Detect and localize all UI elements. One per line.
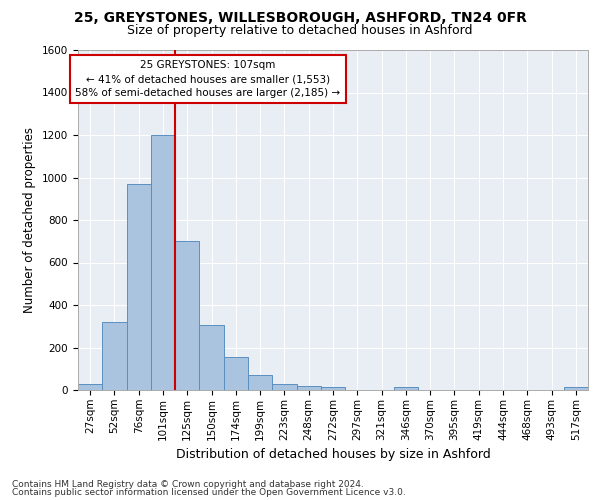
Bar [296,386,321,390]
Text: Contains HM Land Registry data © Crown copyright and database right 2024.: Contains HM Land Registry data © Crown c… [12,480,364,489]
Y-axis label: Number of detached properties: Number of detached properties [23,127,37,313]
Bar [151,135,175,390]
Bar [321,387,345,390]
X-axis label: Distribution of detached houses by size in Ashford: Distribution of detached houses by size … [176,448,490,461]
Bar [199,325,224,390]
Bar [564,387,588,390]
Text: Size of property relative to detached houses in Ashford: Size of property relative to detached ho… [127,24,473,37]
Bar [102,322,127,390]
Bar [248,375,272,390]
Bar [272,384,296,390]
Text: Contains public sector information licensed under the Open Government Licence v3: Contains public sector information licen… [12,488,406,497]
Bar [394,387,418,390]
Text: 25 GREYSTONES: 107sqm
← 41% of detached houses are smaller (1,553)
58% of semi-d: 25 GREYSTONES: 107sqm ← 41% of detached … [76,60,341,98]
Bar [127,184,151,390]
Text: 25, GREYSTONES, WILLESBOROUGH, ASHFORD, TN24 0FR: 25, GREYSTONES, WILLESBOROUGH, ASHFORD, … [74,11,526,25]
Bar [78,384,102,390]
Bar [224,357,248,390]
Bar [175,242,199,390]
